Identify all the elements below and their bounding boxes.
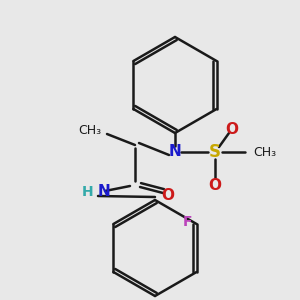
Text: CH₃: CH₃ [78,124,101,137]
Text: O: O [161,188,175,202]
Text: H: H [81,185,93,199]
Text: F: F [183,215,193,229]
Text: N: N [98,184,111,200]
Text: O: O [226,122,238,137]
Text: O: O [208,178,221,193]
Text: S: S [209,143,221,161]
Text: CH₃: CH₃ [253,146,276,158]
Text: N: N [169,145,182,160]
